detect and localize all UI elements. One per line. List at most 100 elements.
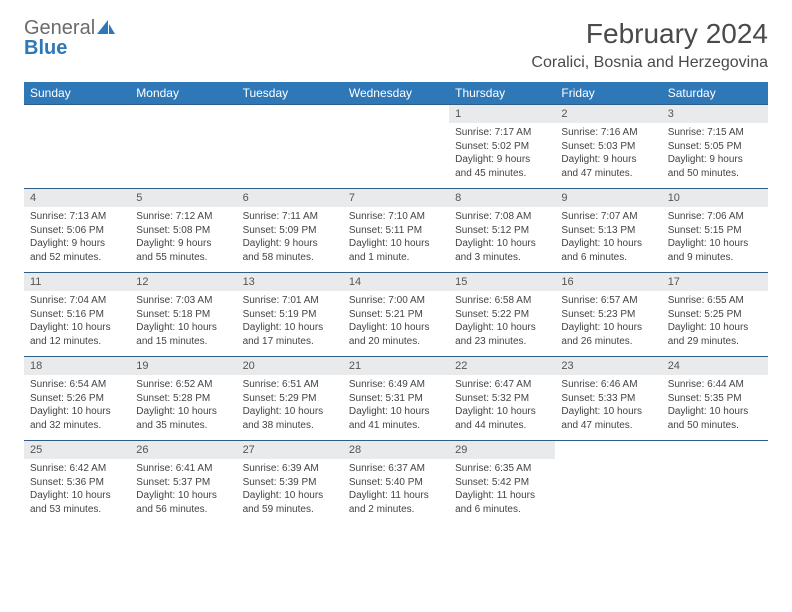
- daylight-line-2: and 6 minutes.: [455, 503, 549, 517]
- daylight-line-2: and 38 minutes.: [243, 419, 337, 433]
- sunrise-line: Sunrise: 7:16 AM: [561, 126, 655, 140]
- weekday-header: Tuesday: [237, 82, 343, 105]
- sunset-line: Sunset: 5:42 PM: [455, 476, 549, 490]
- sunrise-line: Sunrise: 6:51 AM: [243, 378, 337, 392]
- calendar-week-row: 25Sunrise: 6:42 AMSunset: 5:36 PMDayligh…: [24, 441, 768, 525]
- day-details: Sunrise: 6:39 AMSunset: 5:39 PMDaylight:…: [237, 459, 343, 524]
- calendar-week-row: 18Sunrise: 6:54 AMSunset: 5:26 PMDayligh…: [24, 357, 768, 441]
- daylight-line-1: Daylight: 9 hours: [30, 237, 124, 251]
- daylight-line-1: Daylight: 10 hours: [455, 405, 549, 419]
- sunset-line: Sunset: 5:19 PM: [243, 308, 337, 322]
- sunset-line: Sunset: 5:06 PM: [30, 224, 124, 238]
- daylight-line-1: Daylight: 10 hours: [455, 237, 549, 251]
- day-number: 6: [237, 189, 343, 207]
- sunrise-line: Sunrise: 6:41 AM: [136, 462, 230, 476]
- day-details: Sunrise: 7:07 AMSunset: 5:13 PMDaylight:…: [555, 207, 661, 272]
- day-number: 21: [343, 357, 449, 375]
- day-cell: 15Sunrise: 6:58 AMSunset: 5:22 PMDayligh…: [449, 273, 555, 357]
- daylight-line-1: Daylight: 9 hours: [243, 237, 337, 251]
- sunset-line: Sunset: 5:31 PM: [349, 392, 443, 406]
- sunrise-line: Sunrise: 6:57 AM: [561, 294, 655, 308]
- day-cell: 27Sunrise: 6:39 AMSunset: 5:39 PMDayligh…: [237, 441, 343, 525]
- calendar-body: 1Sunrise: 7:17 AMSunset: 5:02 PMDaylight…: [24, 105, 768, 525]
- sunrise-line: Sunrise: 7:04 AM: [30, 294, 124, 308]
- sunrise-line: Sunrise: 6:52 AM: [136, 378, 230, 392]
- day-details: Sunrise: 6:58 AMSunset: 5:22 PMDaylight:…: [449, 291, 555, 356]
- daylight-line-2: and 2 minutes.: [349, 503, 443, 517]
- sunset-line: Sunset: 5:23 PM: [561, 308, 655, 322]
- day-details: Sunrise: 7:04 AMSunset: 5:16 PMDaylight:…: [24, 291, 130, 356]
- sunrise-line: Sunrise: 7:12 AM: [136, 210, 230, 224]
- day-details: Sunrise: 6:55 AMSunset: 5:25 PMDaylight:…: [662, 291, 768, 356]
- day-details: Sunrise: 6:42 AMSunset: 5:36 PMDaylight:…: [24, 459, 130, 524]
- sunset-line: Sunset: 5:12 PM: [455, 224, 549, 238]
- day-cell: 2Sunrise: 7:16 AMSunset: 5:03 PMDaylight…: [555, 105, 661, 189]
- sunrise-line: Sunrise: 6:47 AM: [455, 378, 549, 392]
- daylight-line-2: and 50 minutes.: [668, 167, 762, 181]
- daylight-line-1: Daylight: 10 hours: [243, 405, 337, 419]
- daylight-line-1: Daylight: 10 hours: [30, 489, 124, 503]
- daylight-line-1: Daylight: 9 hours: [136, 237, 230, 251]
- sunrise-line: Sunrise: 7:15 AM: [668, 126, 762, 140]
- day-details: Sunrise: 6:46 AMSunset: 5:33 PMDaylight:…: [555, 375, 661, 440]
- sunset-line: Sunset: 5:11 PM: [349, 224, 443, 238]
- day-number: 8: [449, 189, 555, 207]
- day-cell: 19Sunrise: 6:52 AMSunset: 5:28 PMDayligh…: [130, 357, 236, 441]
- daylight-line-2: and 12 minutes.: [30, 335, 124, 349]
- day-number: 25: [24, 441, 130, 459]
- daylight-line-2: and 45 minutes.: [455, 167, 549, 181]
- daylight-line-1: Daylight: 10 hours: [349, 405, 443, 419]
- daylight-line-2: and 23 minutes.: [455, 335, 549, 349]
- daylight-line-2: and 1 minute.: [349, 251, 443, 265]
- day-cell: 8Sunrise: 7:08 AMSunset: 5:12 PMDaylight…: [449, 189, 555, 273]
- day-cell: 20Sunrise: 6:51 AMSunset: 5:29 PMDayligh…: [237, 357, 343, 441]
- sunset-line: Sunset: 5:22 PM: [455, 308, 549, 322]
- daylight-line-1: Daylight: 10 hours: [668, 321, 762, 335]
- weekday-header: Saturday: [662, 82, 768, 105]
- sunset-line: Sunset: 5:16 PM: [30, 308, 124, 322]
- daylight-line-2: and 9 minutes.: [668, 251, 762, 265]
- weekday-header: Monday: [130, 82, 236, 105]
- daylight-line-2: and 41 minutes.: [349, 419, 443, 433]
- sunset-line: Sunset: 5:18 PM: [136, 308, 230, 322]
- day-details: Sunrise: 7:13 AMSunset: 5:06 PMDaylight:…: [24, 207, 130, 272]
- daylight-line-1: Daylight: 10 hours: [243, 321, 337, 335]
- daylight-line-2: and 59 minutes.: [243, 503, 337, 517]
- sunset-line: Sunset: 5:15 PM: [668, 224, 762, 238]
- sunrise-line: Sunrise: 7:01 AM: [243, 294, 337, 308]
- sunset-line: Sunset: 5:03 PM: [561, 140, 655, 154]
- sunrise-line: Sunrise: 6:58 AM: [455, 294, 549, 308]
- day-cell: 24Sunrise: 6:44 AMSunset: 5:35 PMDayligh…: [662, 357, 768, 441]
- daylight-line-1: Daylight: 9 hours: [561, 153, 655, 167]
- logo: General Blue: [24, 18, 115, 58]
- day-details: Sunrise: 7:00 AMSunset: 5:21 PMDaylight:…: [343, 291, 449, 356]
- day-number: 11: [24, 273, 130, 291]
- location: Coralici, Bosnia and Herzegovina: [531, 54, 768, 72]
- day-details: Sunrise: 7:12 AMSunset: 5:08 PMDaylight:…: [130, 207, 236, 272]
- day-cell: 18Sunrise: 6:54 AMSunset: 5:26 PMDayligh…: [24, 357, 130, 441]
- sunset-line: Sunset: 5:33 PM: [561, 392, 655, 406]
- sunset-line: Sunset: 5:21 PM: [349, 308, 443, 322]
- daylight-line-1: Daylight: 10 hours: [136, 321, 230, 335]
- daylight-line-1: Daylight: 10 hours: [136, 405, 230, 419]
- empty-day-cell: [237, 105, 343, 189]
- day-cell: 7Sunrise: 7:10 AMSunset: 5:11 PMDaylight…: [343, 189, 449, 273]
- day-cell: 28Sunrise: 6:37 AMSunset: 5:40 PMDayligh…: [343, 441, 449, 525]
- day-cell: 5Sunrise: 7:12 AMSunset: 5:08 PMDaylight…: [130, 189, 236, 273]
- weekday-header: Wednesday: [343, 82, 449, 105]
- day-number: 22: [449, 357, 555, 375]
- day-number: 5: [130, 189, 236, 207]
- day-number: 23: [555, 357, 661, 375]
- daylight-line-2: and 35 minutes.: [136, 419, 230, 433]
- logo-text-blue: Blue: [24, 38, 115, 58]
- day-details: Sunrise: 7:03 AMSunset: 5:18 PMDaylight:…: [130, 291, 236, 356]
- calendar-page: General Blue February 2024 Coralici, Bos…: [0, 0, 792, 542]
- daylight-line-2: and 29 minutes.: [668, 335, 762, 349]
- daylight-line-2: and 53 minutes.: [30, 503, 124, 517]
- day-number: 17: [662, 273, 768, 291]
- daylight-line-2: and 47 minutes.: [561, 167, 655, 181]
- day-cell: 14Sunrise: 7:00 AMSunset: 5:21 PMDayligh…: [343, 273, 449, 357]
- sunrise-line: Sunrise: 7:11 AM: [243, 210, 337, 224]
- sunrise-line: Sunrise: 7:00 AM: [349, 294, 443, 308]
- daylight-line-1: Daylight: 10 hours: [243, 489, 337, 503]
